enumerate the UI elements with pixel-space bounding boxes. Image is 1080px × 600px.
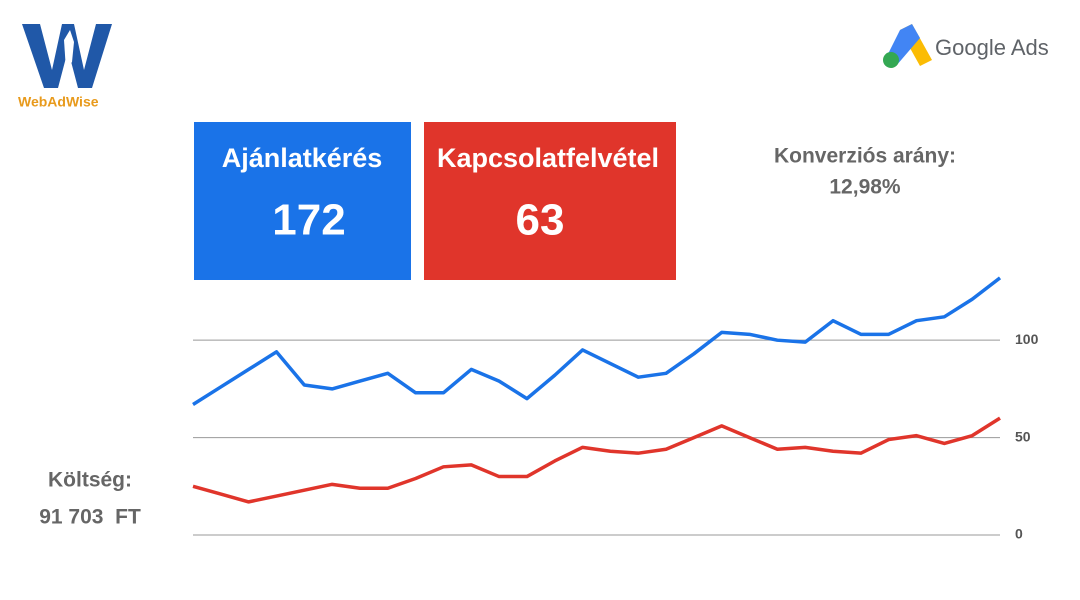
webadwise-logo: WebAdWise — [18, 24, 112, 110]
y-tick-label: 0 — [1015, 526, 1023, 542]
kpi-value: 63 — [516, 196, 565, 245]
google-ads-logo: Google Ads — [883, 24, 1049, 68]
brand-text: Google Ads — [935, 35, 1049, 60]
kpi-title: Ajánlatkérés — [222, 143, 383, 173]
conversion-value: 12,98% — [829, 176, 901, 199]
kpi-card — [424, 122, 676, 280]
conversion-label: Konverziós arány: — [774, 145, 956, 168]
data-line — [192, 276, 1002, 406]
logo-figure — [64, 30, 74, 70]
logo-text: WebAdWise — [18, 94, 99, 110]
kpi-title: Kapcsolatfelvétel — [437, 143, 659, 173]
kpi-card — [194, 122, 411, 280]
y-tick-label: 100 — [1015, 331, 1039, 347]
y-tick-label: 50 — [1015, 428, 1031, 444]
logo-mark — [22, 24, 112, 88]
ads-icon-green — [883, 52, 899, 68]
cost-label: Költség: — [48, 469, 132, 492]
cost-value: 91 703 FT — [39, 506, 141, 529]
kpi-value: 172 — [272, 196, 345, 245]
data-line — [192, 416, 1001, 504]
